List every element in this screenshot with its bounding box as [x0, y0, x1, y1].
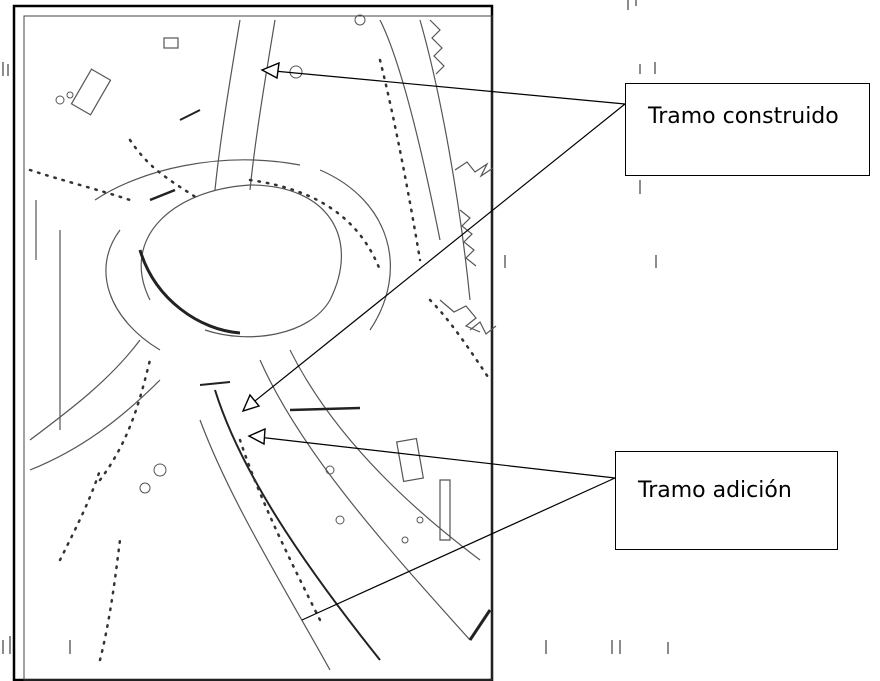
plan-linework	[29, 19, 497, 671]
callout-arrowheads	[241, 61, 280, 446]
callout-lines	[249, 70, 626, 621]
plan-frame	[12, 4, 494, 681]
scan-marks	[2, 0, 669, 654]
leader-adicion-bottom	[301, 477, 616, 621]
leader-construido-top	[273, 70, 626, 105]
label-tramo-construido-text: Tramo construido	[648, 104, 839, 129]
leader-adicion-top	[257, 436, 616, 479]
plan-inner-frame	[23, 15, 493, 681]
arrowhead-adicion-top	[247, 427, 266, 446]
arrowhead-construido-top	[260, 61, 280, 80]
leader-construido-bottom	[249, 103, 626, 406]
plan-dots	[55, 14, 424, 544]
label-tramo-adicion: Tramo adición	[615, 451, 838, 550]
plan-dotted-lines	[28, 58, 492, 662]
label-tramo-adicion-text: Tramo adición	[638, 478, 792, 503]
arrowhead-construido-bottom	[241, 393, 261, 413]
label-tramo-construido: Tramo construido	[625, 83, 870, 176]
